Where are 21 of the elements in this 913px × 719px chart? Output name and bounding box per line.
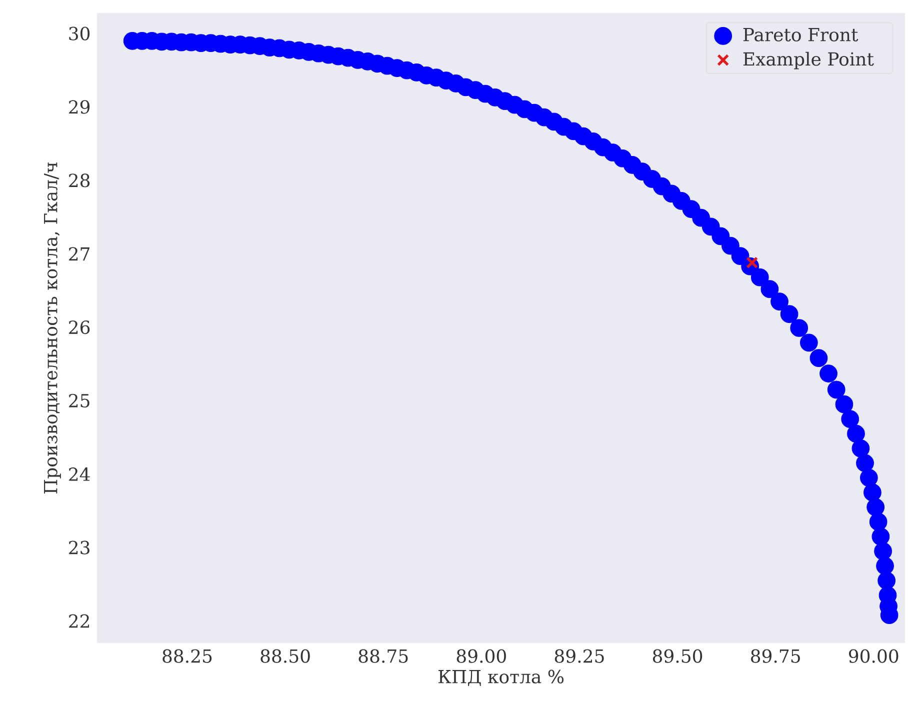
y-tick-label: 29 — [69, 100, 90, 114]
x-tick-label: 89.50 — [652, 649, 702, 663]
x-axis-title: КПД котла % — [438, 670, 564, 686]
x-tick-label: 90.00 — [848, 649, 898, 663]
x-tick-label: 88.25 — [162, 649, 212, 663]
y-tick-label: 25 — [69, 394, 90, 408]
legend-label: Example Point — [743, 52, 874, 70]
x-tick-label: 89.25 — [554, 649, 604, 663]
x-tick-label: 88.75 — [358, 649, 408, 663]
y-axis-title: Производительность котла, Гкал/ч — [44, 162, 61, 494]
x-tick-label: 89.00 — [456, 649, 506, 663]
y-tick-label: 24 — [69, 467, 90, 481]
y-tick-label: 22 — [69, 614, 89, 628]
legend-label: Pareto Front — [743, 28, 858, 42]
x-tick-label: 89.75 — [751, 649, 800, 663]
y-tick-label: 30 — [69, 26, 90, 40]
y-tick-label: 27 — [69, 247, 90, 261]
x-tick-label: 88.50 — [260, 649, 310, 663]
y-tick-label: 26 — [69, 320, 90, 334]
y-tick-label: 28 — [69, 174, 90, 188]
y-tick-label: 23 — [69, 540, 90, 554]
